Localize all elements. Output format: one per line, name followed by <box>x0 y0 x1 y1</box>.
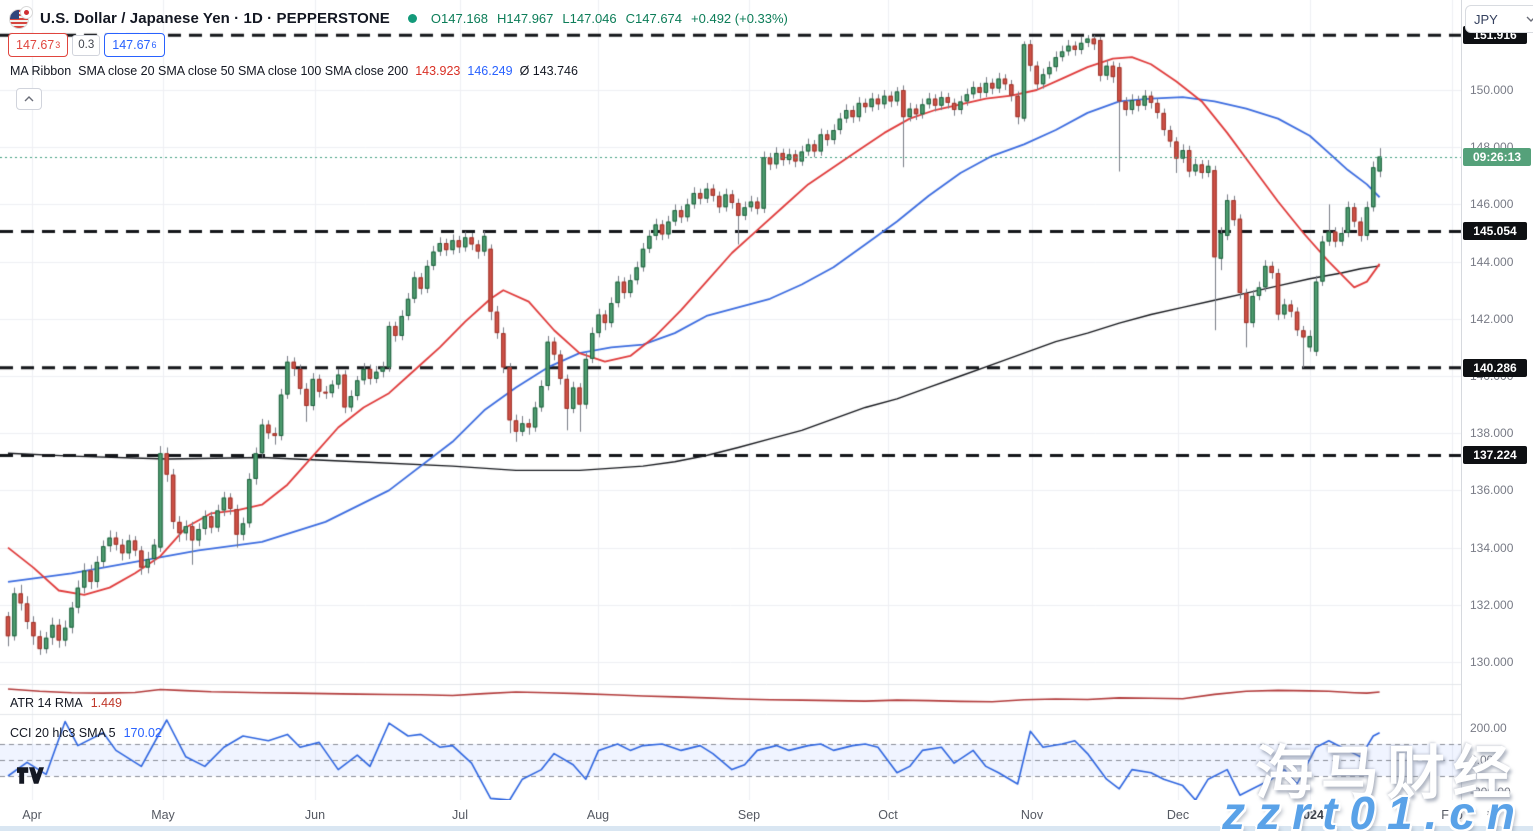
price-scale-label: 144.000 <box>1470 254 1514 269</box>
atr-legend[interactable]: ATR 14 RMA 1.449 <box>10 696 122 710</box>
buy-button[interactable]: 147.67 6 <box>104 33 165 57</box>
symbol-title[interactable]: U.S. Dollar / Japanese Yen · 1D · PEPPER… <box>40 9 390 27</box>
spread-value: 0.3 <box>72 34 101 56</box>
price-level-tag: 140.286 <box>1463 358 1527 377</box>
market-status-dot-icon <box>407 13 417 23</box>
price-scale-label: 138.000 <box>1470 426 1514 441</box>
chevron-up-icon <box>24 96 34 102</box>
time-axis-label: Jun <box>304 808 326 822</box>
collapse-legend-button[interactable] <box>16 88 42 110</box>
price-scale-label: 130.000 <box>1470 655 1514 669</box>
cci-label: CCI 20 hlc3 SMA 5 <box>10 726 116 740</box>
watermark-url: zzrt01.cn <box>1222 787 1527 831</box>
price-scale-label: 146.000 <box>1470 197 1514 212</box>
ma-ribbon-average: Ø 143.746 <box>519 64 578 78</box>
cci-scale-label: -200.00 <box>1470 785 1511 799</box>
chart-legend-header: U.S. Dollar / Japanese Yen · 1D · PEPPER… <box>10 7 788 29</box>
time-axis-label: Sep <box>737 808 761 822</box>
currency-label: JPY <box>1474 11 1498 27</box>
currency-dropdown[interactable]: JPY <box>1465 5 1533 33</box>
time-axis-label: Apr <box>22 808 42 822</box>
atr-value: 1.449 <box>90 696 122 710</box>
ohlc-values: O147.168 H147.967 L147.046 C147.674 +0.4… <box>431 11 788 26</box>
open-value: O147.168 <box>430 10 489 26</box>
time-axis-label: Aug <box>586 808 610 822</box>
price-axis[interactable]: JPY ⚙ 150.000148.000146.000144.000142.00… <box>1461 0 1533 820</box>
high-value: H147.967 <box>497 10 554 26</box>
price-scale-label: 134.000 <box>1470 540 1514 555</box>
cci-value: 170.02 <box>123 726 162 740</box>
price-level-tag: 137.224 <box>1463 446 1527 465</box>
ma-ribbon-params: SMA close 20 SMA close 50 SMA close 100 … <box>78 64 409 78</box>
time-axis-label: 2024 <box>1296 808 1324 822</box>
cci-scale-label: 200.00 <box>1470 721 1507 735</box>
time-axis-label: Nov <box>1020 808 1044 822</box>
time-axis-label: Jul <box>452 808 468 822</box>
time-axis-label: Oct <box>878 808 898 822</box>
close-value: C147.674 <box>625 10 683 26</box>
time-axis-label: Feb <box>1441 808 1463 822</box>
bottom-strip <box>0 826 1533 831</box>
time-axis-label: May <box>151 808 175 822</box>
price-scale-label: 150.000 <box>1470 83 1514 97</box>
gear-icon[interactable]: ⚙ <box>1486 805 1499 821</box>
ma-ribbon-legend[interactable]: MA Ribbon SMA close 20 SMA close 50 SMA … <box>10 64 578 78</box>
ma-ribbon-value-2: 146.249 <box>467 64 513 78</box>
chevron-down-icon <box>1526 16 1533 22</box>
price-level-tag: 145.054 <box>1463 222 1527 241</box>
ma-ribbon-title: MA Ribbon <box>10 64 72 78</box>
price-scale-label: 132.000 <box>1470 597 1514 612</box>
time-axis[interactable]: Apr May Jun Jul Aug Sep Oct Nov Dec 2024 Feb <box>0 800 1533 826</box>
price-scale-label: 136.000 <box>1470 483 1514 498</box>
cci-scale-label: 0.00 <box>1470 753 1494 767</box>
usdjpy-flag-icon <box>10 7 32 29</box>
countdown-time-tag: 09:26:13 <box>1463 147 1531 166</box>
time-axis-label: Dec <box>1166 808 1190 822</box>
low-value: L147.046 <box>562 10 617 26</box>
change-value: +0.492 (+0.33%) <box>691 10 788 26</box>
watermark-cjk: 海马财经 <box>1254 741 1519 806</box>
ma-ribbon-value-1: 143.923 <box>415 64 461 78</box>
cci-legend[interactable]: CCI 20 hlc3 SMA 5 170.02 <box>10 726 162 740</box>
bid-ask-panel: 147.67 3 0.3 147.67 6 <box>8 33 165 57</box>
tradingview-glyph <box>17 767 44 784</box>
atr-label: ATR 14 RMA <box>10 696 83 710</box>
price-scale-label: 142.000 <box>1470 311 1514 326</box>
tradingview-logo[interactable] <box>17 767 44 789</box>
sell-button[interactable]: 147.67 3 <box>8 33 69 57</box>
